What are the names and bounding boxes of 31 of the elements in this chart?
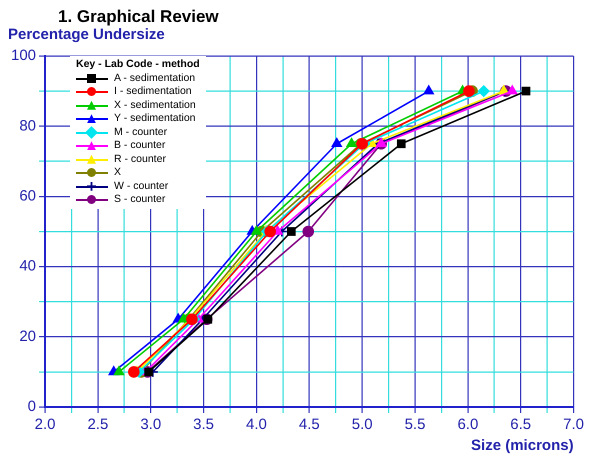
x-tick-label: 6.0 [457,416,478,434]
legend-label: M - counter [114,126,168,139]
x-tick-label: 2.5 [87,416,108,434]
legend-label: Y - sedimentation [114,112,196,126]
y-tick-label: 60 [19,188,36,205]
legend-label: X - sedimentation [114,98,196,112]
x-tick-label: 4.0 [246,416,267,434]
legend-label: I - sedimentation [114,85,192,98]
y-tick-label: 100 [10,47,36,64]
x-tick-label: 3.5 [193,416,214,434]
x-tick-label: 5.5 [404,416,426,434]
x-tick-label: 6.5 [510,416,532,434]
legend-title: Key - Lab Code - method [76,58,200,72]
x-tick-label: 4.5 [298,416,320,434]
y-tick-label: 40 [19,258,36,275]
y-tick-label: 80 [19,117,36,134]
x-tick-label: 2.0 [34,416,56,434]
legend-label: R - counter [114,152,166,166]
legend-label: W - counter [114,180,168,193]
legend-label: B - counter [114,139,166,152]
chart-title: 1. Graphical Review [58,7,220,26]
x-tick-label: 5.0 [352,416,373,434]
x-tick-label: 7.0 [563,416,584,434]
legend-label: A - sedimentation [114,72,196,85]
y-tick-label: 20 [19,328,36,345]
x-axis-title: Size (microns) [471,437,574,454]
y-tick-label: 0 [28,398,36,416]
legend-label: S - counter [114,193,166,206]
legend-label: X [114,166,122,180]
y-axis-title: Percentage Undersize [8,26,166,44]
x-tick-label: 3.0 [140,416,162,434]
